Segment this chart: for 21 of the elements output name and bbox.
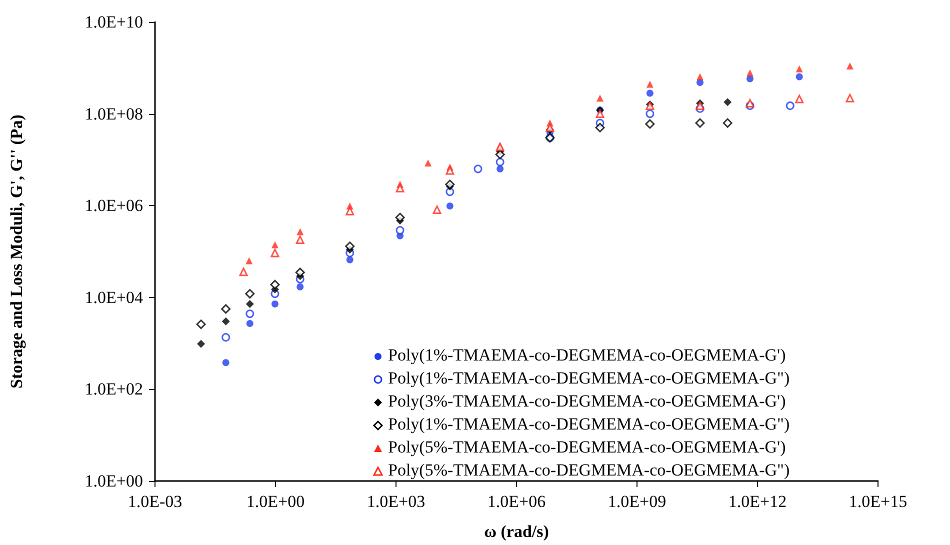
- y-axis-title: Storage and Loss Moduli, G', G'' (Pa): [7, 114, 26, 388]
- legend-label: Poly(1%-TMAEMA-co-DEGMEMA-co-OEGMEMA-G"): [388, 414, 790, 434]
- x-tick-label: 1.0E+09: [608, 492, 666, 511]
- x-axis-title: ω (rad/s): [484, 522, 549, 541]
- x-tick-label: 1.0E+00: [246, 492, 305, 511]
- legend-label: Poly(1%-TMAEMA-co-DEGMEMA-co-OEGMEMA-G'): [388, 346, 786, 364]
- legend-label: Poly(3%-TMAEMA-co-DEGMEMA-co-OEGMEMA-G'): [388, 392, 786, 410]
- y-tick-label: 1.0E+00: [84, 472, 143, 490]
- x-tick-label: 1.0E+15: [848, 492, 908, 511]
- y-tick-label: 1.0E+04: [84, 288, 144, 307]
- x-tick-label: 1.0E+06: [487, 492, 546, 511]
- x-tick-label: 1.0E-03: [128, 492, 182, 511]
- x-tick-label: 1.0E+12: [728, 492, 787, 511]
- y-tick-label: 1.0E+06: [84, 196, 143, 216]
- x-tick-label: 1.0E+03: [366, 492, 426, 511]
- legend-label: Poly(5%-TMAEMA-co-DEGMEMA-co-OEGMEMA-G'): [388, 438, 786, 456]
- y-tick-label: 1.0E+08: [84, 104, 143, 124]
- legend-label: Poly(1%-TMAEMA-co-DEGMEMA-co-OEGMEMA-G"): [388, 368, 790, 388]
- y-tick-label: 1.0E+02: [84, 380, 143, 399]
- y-tick-label: 1.0E+10: [84, 12, 143, 32]
- legend-label: Poly(5%-TMAEMA-co-DEGMEMA-co-OEGMEMA-G"): [388, 460, 790, 480]
